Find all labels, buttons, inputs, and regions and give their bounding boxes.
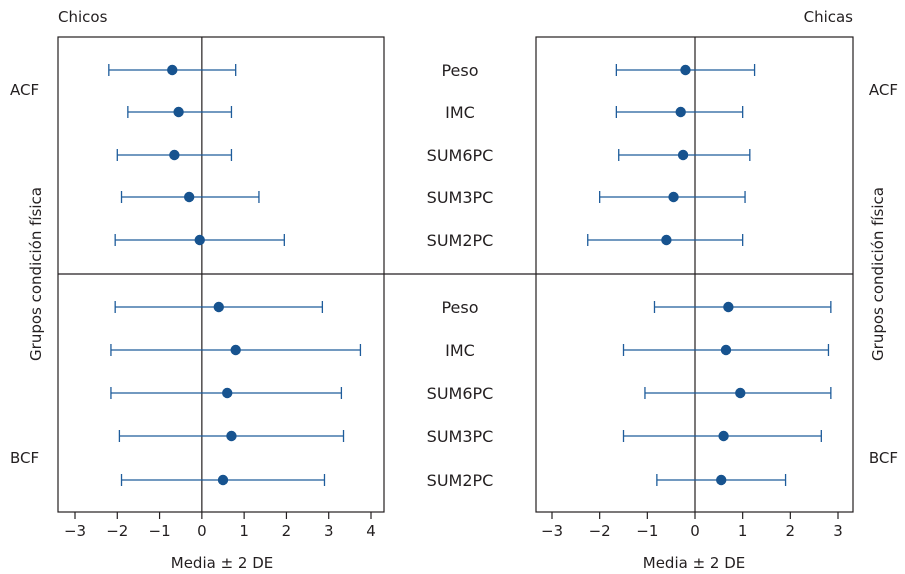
mean-point [680,64,691,76]
mean-point [675,106,686,118]
variable-label-imc-acf: IMC [445,103,475,122]
mean-point [226,430,237,442]
error-bar-chicos-acf-peso [108,64,237,76]
x-axis-ticks: −3 −2 −1 0 1 2 3 4 −3 −2 −1 0 1 2 3 [64,512,843,540]
mean-point [668,191,679,203]
mean-point [677,149,689,161]
mean-point [213,301,224,313]
x-axis-label-right: Media ± 2 DE [643,554,746,572]
error-bar-chicas-bcf-peso [653,301,832,313]
group-label-acf-right: ACF [869,81,898,99]
error-bar-chicos-acf-sum3pc [120,191,260,203]
error-bar-chicos-acf-sum2pc [114,234,285,246]
y-axis-label-left: Grupos condición física [27,187,45,361]
x-tick-label-chicas: −2 [589,522,611,540]
error-bar-chicos-bcf-sum3pc [118,430,345,442]
error-bar-chicas-acf-peso [615,64,756,76]
mean-point [723,301,734,313]
mean-point [661,234,672,246]
variable-label-sum3pc-acf: SUM3PC [427,188,494,207]
panel-title-chicos: Chicos [58,8,108,26]
variable-label-sum6pc-bcf: SUM6PC [427,384,494,403]
mean-point [735,387,746,399]
variable-label-sum3pc-bcf: SUM3PC [427,427,494,446]
variable-label-peso-acf: Peso [441,61,478,80]
error-bar-marks [108,64,832,486]
error-bar-chicas-bcf-sum3pc [622,430,822,442]
mean-point [194,234,205,246]
x-tick-label-chicos: 1 [239,522,249,540]
variable-label-peso-bcf: Peso [441,298,478,317]
mean-point [716,474,727,486]
error-bar-chicas-bcf-sum6pc [644,387,832,399]
group-label-acf-left: ACF [10,81,39,99]
y-axis-label-right: Grupos condición física [869,187,887,361]
variable-label-imc-bcf: IMC [445,341,475,360]
x-tick-label-chicos: 4 [366,522,376,540]
mean-point [167,64,178,76]
x-tick-label-chicos: 0 [197,522,207,540]
mean-point [169,149,180,161]
variable-label-sum2pc-bcf: SUM2PC [427,471,494,490]
error-bar-chicos-bcf-sum6pc [110,387,343,399]
mean-point [183,191,195,203]
x-tick-label-chicas: 3 [833,522,843,540]
mean-point [230,344,241,356]
mean-point [720,344,732,356]
x-tick-label-chicas: −1 [636,522,658,540]
error-bar-chicas-bcf-sum2pc [656,474,787,486]
error-bar-chicas-acf-sum3pc [599,191,746,203]
error-bar-chicas-bcf-imc [622,344,830,356]
error-bar-chicos-acf-imc [127,106,233,118]
mean-point [173,106,184,118]
error-bar-chicos-bcf-sum2pc [120,474,326,486]
x-tick-label-chicos: 3 [324,522,334,540]
x-tick-label-chicos: 2 [282,522,292,540]
error-bar-chicos-bcf-peso [114,301,324,313]
variable-label-sum6pc-acf: SUM6PC [427,146,494,165]
x-tick-label-chicas: 0 [690,522,700,540]
mean-point [718,430,729,442]
variable-label-sum2pc-acf: SUM2PC [427,231,494,250]
error-bar-chicas-acf-imc [615,106,744,118]
group-label-bcf-left: BCF [10,449,39,467]
x-tick-label-chicas: −3 [541,522,563,540]
mean-point [217,474,229,486]
variable-labels: Peso IMC SUM6PC SUM3PC SUM2PC Peso IMC SUM6PC SU… [427,61,494,490]
panel-title-chicas: Chicas [804,8,854,26]
x-tick-label-chicos: −2 [106,522,128,540]
mean-point [222,387,233,399]
x-axis-label-left: Media ± 2 DE [171,554,274,572]
x-tick-label-chicas: 2 [786,522,796,540]
error-bar-chicos-acf-sum6pc [116,149,233,161]
error-bar-chicas-acf-sum6pc [618,149,751,161]
error-bar-chicas-acf-sum2pc [587,234,744,246]
x-tick-label-chicas: 1 [738,522,748,540]
error-bar-chicos-bcf-imc [110,344,362,356]
x-tick-label-chicos: −3 [64,522,86,540]
x-tick-label-chicos: −1 [149,522,171,540]
group-label-bcf-right: BCF [869,449,898,467]
